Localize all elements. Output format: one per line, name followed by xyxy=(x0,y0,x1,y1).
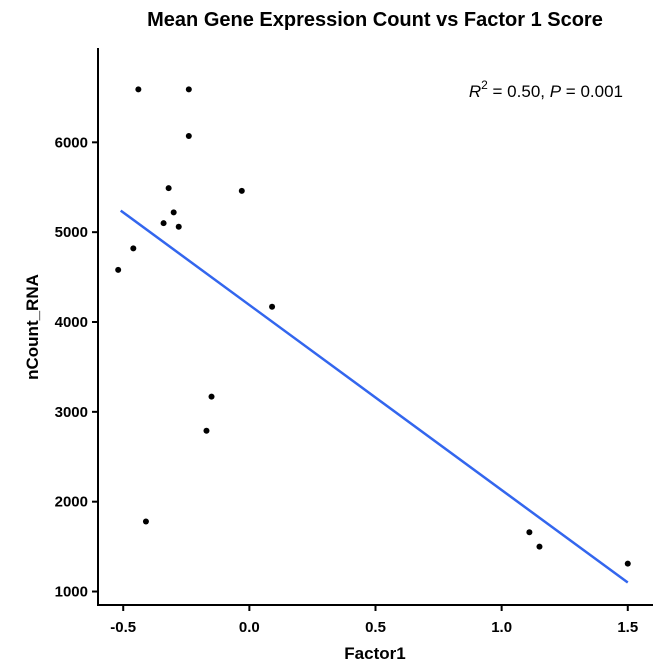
data-point-17 xyxy=(624,560,631,567)
annotation-r-value: = 0.50, xyxy=(488,82,550,101)
data-point-2 xyxy=(185,86,192,93)
data-point-16 xyxy=(536,543,543,550)
data-point-15 xyxy=(526,529,533,536)
y-axis-title: nCount_RNA xyxy=(23,274,42,380)
data-point-12 xyxy=(208,393,215,400)
y-tick-label: 4000 xyxy=(55,314,88,331)
x-tick-label: 0.0 xyxy=(239,619,260,636)
y-tick-label: 3000 xyxy=(55,404,88,421)
data-point-11 xyxy=(269,303,276,310)
y-tick-label: 1000 xyxy=(55,584,88,601)
data-point-13 xyxy=(203,427,210,434)
data-point-5 xyxy=(170,209,177,216)
data-point-1 xyxy=(135,86,142,93)
data-point-8 xyxy=(130,245,137,252)
x-tick-label: 0.5 xyxy=(365,619,386,636)
annotation-r-exponent: 2 xyxy=(481,78,488,92)
chart-title: Mean Gene Expression Count vs Factor 1 S… xyxy=(147,9,603,31)
plot-area xyxy=(115,86,631,584)
y-axis-ticks: 1000 2000 3000 4000 5000 6000 xyxy=(55,134,98,601)
x-tick-label: 1.0 xyxy=(491,619,512,636)
annotation-p-value: = 0.001 xyxy=(561,82,623,101)
x-axis-title: Factor1 xyxy=(344,644,405,663)
x-tick-label: -0.5 xyxy=(110,619,136,636)
x-tick-label: 1.5 xyxy=(617,619,638,636)
data-point-7 xyxy=(175,223,182,230)
annotation-p-symbol: P xyxy=(550,82,562,101)
data-point-3 xyxy=(185,133,192,140)
data-point-6 xyxy=(160,220,167,227)
y-tick-label: 5000 xyxy=(55,224,88,241)
data-point-9 xyxy=(115,266,122,273)
data-point-14 xyxy=(142,518,149,525)
annotation-r-symbol: R xyxy=(469,82,481,101)
data-point-10 xyxy=(238,187,245,194)
x-axis-ticks: -0.5 0.0 0.5 1.0 1.5 xyxy=(110,605,638,636)
regression-line xyxy=(119,209,629,584)
data-point-4 xyxy=(165,185,172,192)
fit-annotation: R2 = 0.50, P = 0.001 xyxy=(469,78,623,101)
y-tick-label: 2000 xyxy=(55,494,88,511)
y-tick-label: 6000 xyxy=(55,134,88,151)
